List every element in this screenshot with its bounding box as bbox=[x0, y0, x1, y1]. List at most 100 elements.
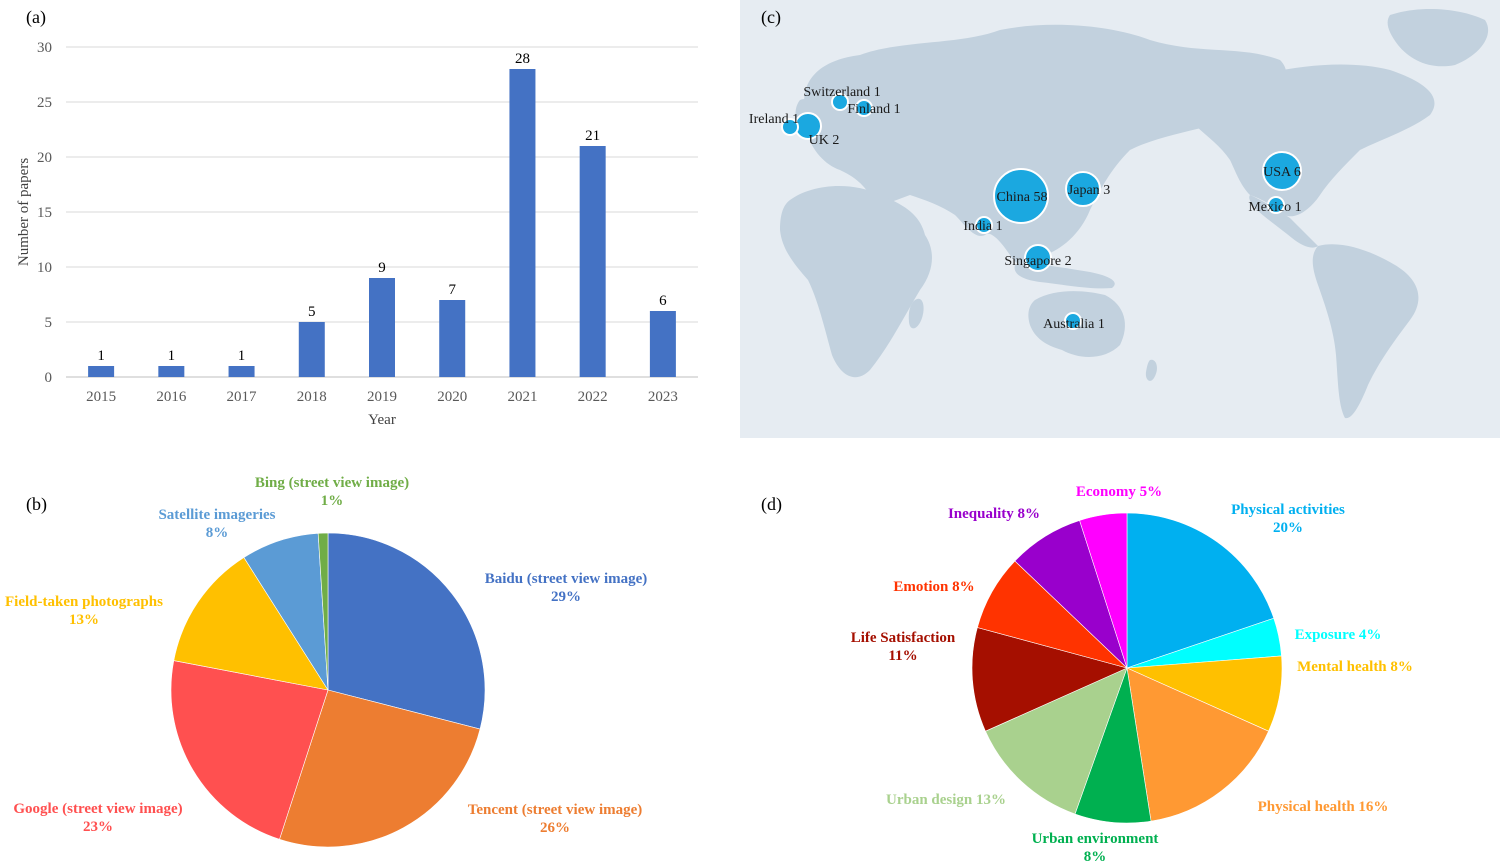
y-tick-label: 5 bbox=[45, 315, 53, 331]
slice-pct: 8% bbox=[206, 525, 229, 541]
pie-slice-life-satisfaction bbox=[971, 627, 1128, 732]
country-count: 6 bbox=[1290, 165, 1301, 180]
map-label-china: China 58 bbox=[997, 190, 1048, 205]
pie-b-slices bbox=[170, 532, 486, 848]
country-count: 1 bbox=[1291, 200, 1302, 215]
country-name: UK bbox=[809, 133, 829, 148]
bubble-usa bbox=[1262, 151, 1302, 191]
bar-value-label: 28 bbox=[515, 51, 530, 67]
y-tick-label: 20 bbox=[37, 150, 52, 166]
bubble-singapore bbox=[1024, 244, 1052, 272]
map-label-australia: Australia 1 bbox=[1043, 317, 1105, 332]
map-label-ireland: Ireland 1 bbox=[749, 112, 799, 127]
bar-2018 bbox=[298, 322, 325, 377]
bar-2016 bbox=[158, 366, 185, 377]
slice-pct: 26% bbox=[540, 820, 570, 836]
country-count: 1 bbox=[890, 102, 901, 117]
bubble-india bbox=[975, 216, 993, 234]
bar-2021 bbox=[509, 69, 536, 377]
pie-slice-label: Baidu (street view image) 29% bbox=[485, 571, 648, 605]
greenland-landmass bbox=[1387, 8, 1489, 67]
pie-slice-baidu-street-view-image- bbox=[327, 532, 486, 730]
x-axis-title: Year bbox=[368, 412, 396, 428]
y-axis-title: Number of papers bbox=[16, 158, 32, 266]
x-tick-label: 2015 bbox=[86, 389, 116, 405]
pie-slice-urban-design bbox=[985, 667, 1128, 815]
pie-slice-label: Physical health 16% bbox=[1258, 799, 1389, 815]
bar-2022 bbox=[579, 146, 606, 377]
country-name: China bbox=[997, 190, 1031, 205]
bubble-japan bbox=[1065, 171, 1101, 207]
slice-pct: 1% bbox=[321, 493, 344, 509]
pie-slice-google-street-view-image- bbox=[170, 660, 329, 840]
country-name: Japan bbox=[1068, 183, 1100, 198]
bubble-australia bbox=[1064, 312, 1082, 330]
slice-name: Urban design bbox=[886, 792, 973, 808]
y-tick-label: 30 bbox=[37, 40, 52, 56]
pie-slice-label: Field-taken photographs 13% bbox=[5, 594, 163, 628]
country-count: 2 bbox=[829, 133, 840, 148]
slice-name: Emotion bbox=[893, 579, 949, 595]
bar-chart-gridlines bbox=[66, 46, 698, 378]
slice-pct: 4% bbox=[1355, 627, 1381, 643]
map-landmasses bbox=[780, 8, 1489, 419]
slice-pct: 16% bbox=[1355, 799, 1389, 815]
country-count: 1 bbox=[1094, 317, 1105, 332]
map-label-switzerland: Switzerland 1 bbox=[803, 85, 880, 100]
map-label-singapore: Singapore 2 bbox=[1004, 254, 1071, 269]
y-tick-label: 25 bbox=[37, 95, 52, 111]
pie-slice-label: Urban environment 8% bbox=[1032, 831, 1159, 862]
pie-slice-field-taken-photographs bbox=[173, 557, 329, 691]
pie-chart-outcomes: (d) Physical activities 20% Exposure 4% Men… bbox=[761, 484, 1413, 862]
bubble-finland bbox=[855, 99, 873, 117]
pie-slice-label: Inequality 8% bbox=[948, 506, 1040, 522]
slice-pct: 11% bbox=[888, 648, 917, 664]
pie-slice-label: Google (street view image) 23% bbox=[13, 801, 182, 835]
country-name: India bbox=[963, 219, 993, 234]
panel-label-d: (d) bbox=[761, 494, 782, 515]
y-tick-label: 10 bbox=[37, 260, 52, 276]
panel-label-c: (c) bbox=[761, 7, 781, 28]
new-zealand-landmass bbox=[1145, 359, 1157, 381]
pie-slice-label: Urban design 13% bbox=[886, 792, 1006, 808]
slice-pct: 20% bbox=[1273, 520, 1303, 536]
pie-slice-label: Emotion 8% bbox=[893, 579, 974, 595]
slice-pct: 5% bbox=[1136, 484, 1162, 500]
pie-d-slices bbox=[971, 512, 1283, 824]
slice-name: Baidu (street view image) bbox=[485, 571, 648, 587]
slice-name: Mental health bbox=[1297, 659, 1387, 675]
pie-slice-label: Life Satisfaction 11% bbox=[851, 630, 956, 664]
bar-value-label: 21 bbox=[585, 128, 600, 144]
x-tick-label: 2021 bbox=[507, 389, 537, 405]
bar-value-label: 9 bbox=[378, 260, 386, 276]
bar-chart-bars: 1 1 1 5 9 7 28 21 6 bbox=[88, 51, 676, 377]
slice-name: Inequality bbox=[948, 506, 1014, 522]
panel-label-b: (b) bbox=[26, 494, 47, 515]
slice-name: Physical health bbox=[1258, 799, 1356, 815]
bar-value-label: 6 bbox=[659, 293, 667, 309]
country-name: Singapore bbox=[1004, 254, 1061, 269]
pie-slice-label: Economy 5% bbox=[1076, 484, 1162, 500]
x-tick-label: 2022 bbox=[578, 389, 608, 405]
central-america-landmass bbox=[1249, 195, 1318, 248]
pie-b-labels: Baidu (street view image) 29% Tencent (str… bbox=[5, 475, 647, 836]
south-america-landmass bbox=[1312, 244, 1419, 419]
slice-name: Exposure bbox=[1295, 627, 1356, 643]
bar-value-label: 1 bbox=[168, 348, 176, 364]
panel-label-a: (a) bbox=[26, 7, 46, 28]
africa-landmass bbox=[780, 185, 932, 378]
bar-2017 bbox=[228, 366, 255, 377]
pie-slice-label: Satellite imageries 8% bbox=[158, 507, 275, 541]
pie-d-labels: Physical activities 20% Exposure 4% Mental … bbox=[851, 484, 1413, 862]
bar-value-label: 1 bbox=[97, 348, 105, 364]
north-america-landmass bbox=[1175, 64, 1435, 217]
eurasia-landmass bbox=[804, 24, 1287, 269]
x-tick-label: 2020 bbox=[437, 389, 467, 405]
pie-slice-physical-activities bbox=[1126, 512, 1275, 669]
bar-2019 bbox=[369, 278, 395, 377]
